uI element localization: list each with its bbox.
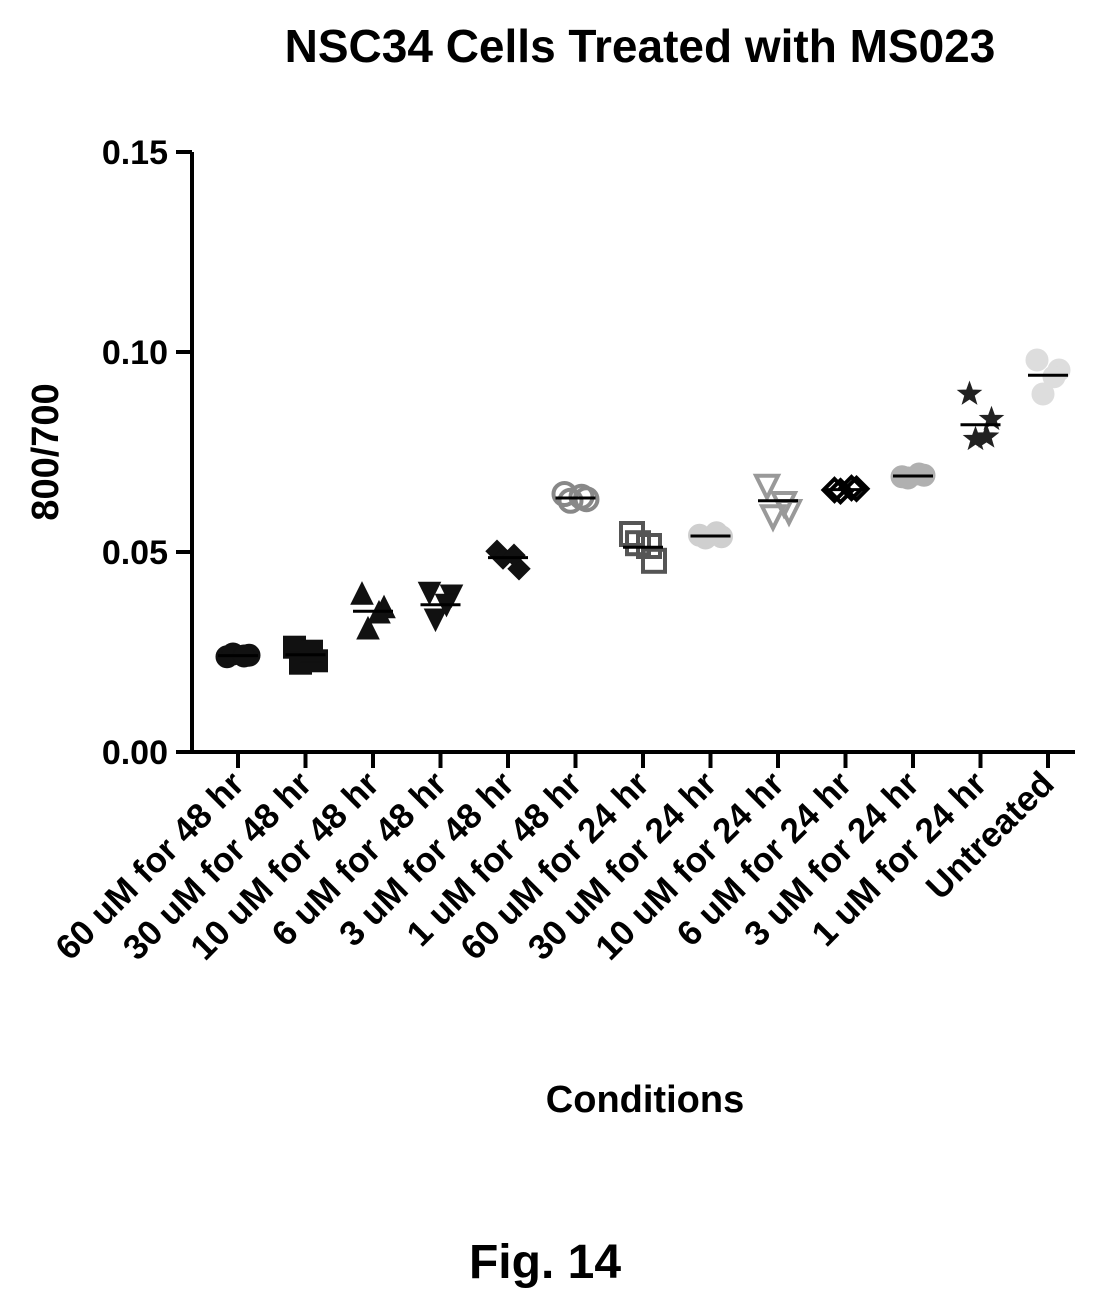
data-point xyxy=(758,504,788,533)
data-point xyxy=(423,608,448,633)
data-point xyxy=(1025,348,1049,372)
x-ticks xyxy=(236,752,1050,768)
data-point xyxy=(350,581,374,605)
data-point xyxy=(300,639,323,663)
data-points xyxy=(215,348,1071,675)
y-axis-label: 800/700 xyxy=(25,383,67,520)
figure-label: Fig. 14 xyxy=(469,1236,621,1289)
chart-title: NSC34 Cells Treated with MS023 xyxy=(285,20,996,72)
data-point xyxy=(842,474,871,503)
y-tick-label: 0.10 xyxy=(102,334,168,372)
y-ticks: 0.00 0.05 0.10 0.15 xyxy=(102,134,192,772)
y-tick-label: 0.15 xyxy=(102,134,168,172)
y-tick-label: 0.00 xyxy=(102,734,168,772)
data-point xyxy=(705,521,728,545)
data-point xyxy=(356,615,380,640)
data-point xyxy=(826,477,855,506)
y-tick-label: 0.05 xyxy=(102,534,168,572)
data-point xyxy=(417,581,442,606)
data-point xyxy=(557,487,584,514)
data-point xyxy=(973,423,1000,448)
data-point xyxy=(769,491,799,520)
data-point xyxy=(956,380,983,405)
data-point xyxy=(907,462,931,486)
data-point xyxy=(837,474,866,502)
mean-lines xyxy=(218,373,1068,658)
data-point xyxy=(502,543,526,567)
data-point xyxy=(1042,365,1066,389)
data-point xyxy=(752,473,782,503)
data-point xyxy=(1031,382,1055,406)
x-axis-label: Conditions xyxy=(546,1079,744,1121)
data-point xyxy=(641,547,667,574)
